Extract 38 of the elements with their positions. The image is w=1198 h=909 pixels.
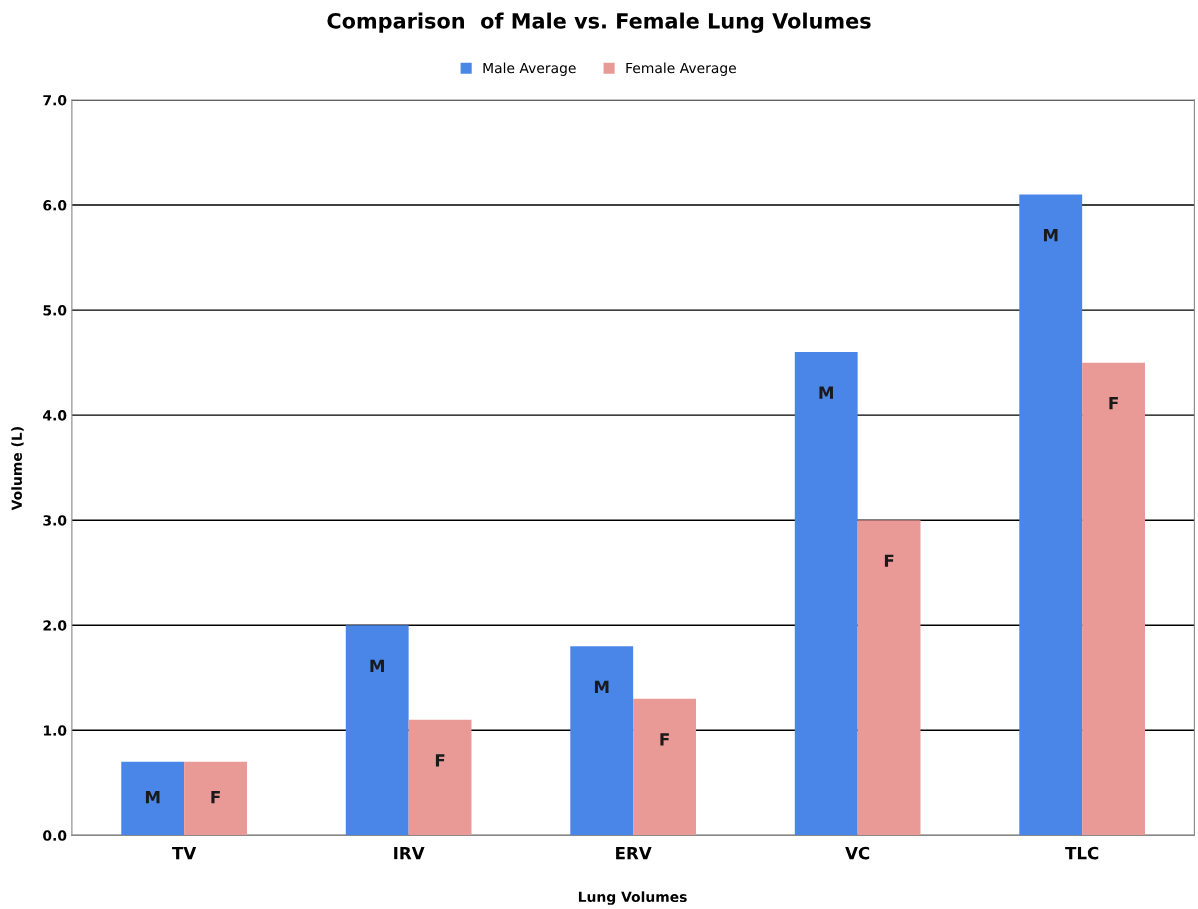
x-tick-label: TLC [1065,846,1099,860]
data-label: F [884,554,894,567]
y-tick-label: 1.0 [43,725,67,736]
bar [1019,194,1083,836]
bar [633,698,696,836]
x-tick-label: ERV [616,847,652,860]
data-label: F [1109,397,1118,410]
bar [857,520,921,836]
y-tick-label: 3.0 [43,515,67,526]
data-label: M [594,680,609,693]
y-tick-label: 5.0 [43,305,67,316]
data-label: M [145,791,160,804]
bar [184,761,247,836]
y-tick-label: 0.0 [43,830,67,841]
y-tick-label: 4.0 [43,410,67,421]
bar [121,761,185,836]
bar [570,646,634,836]
bar [1082,362,1146,836]
data-label: M [819,386,833,399]
data-label: F [660,733,669,746]
bar [794,352,858,836]
data-label: F [211,791,220,804]
y-tick-label: 2.0 [43,620,67,631]
bar [408,719,472,836]
chart-title: Comparison of Male vs. Female Lung Volumes [327,12,871,33]
x-axis-title: Lung Volumes [578,891,687,905]
y-axis-title: Volume (L) [11,427,24,511]
legend-label: Male Average [483,62,576,76]
data-label: M [370,659,384,672]
bar [345,625,409,836]
legend-label: Female Average [626,62,736,76]
x-tick-label: TV [172,847,197,860]
x-tick-label: IRV [394,847,425,860]
y-tick-label: 6.0 [43,200,67,211]
y-tick-label: 7.0 [43,94,67,106]
data-label: M [1043,229,1058,242]
data-label: F [435,754,445,767]
x-tick-label: VC [845,846,870,860]
